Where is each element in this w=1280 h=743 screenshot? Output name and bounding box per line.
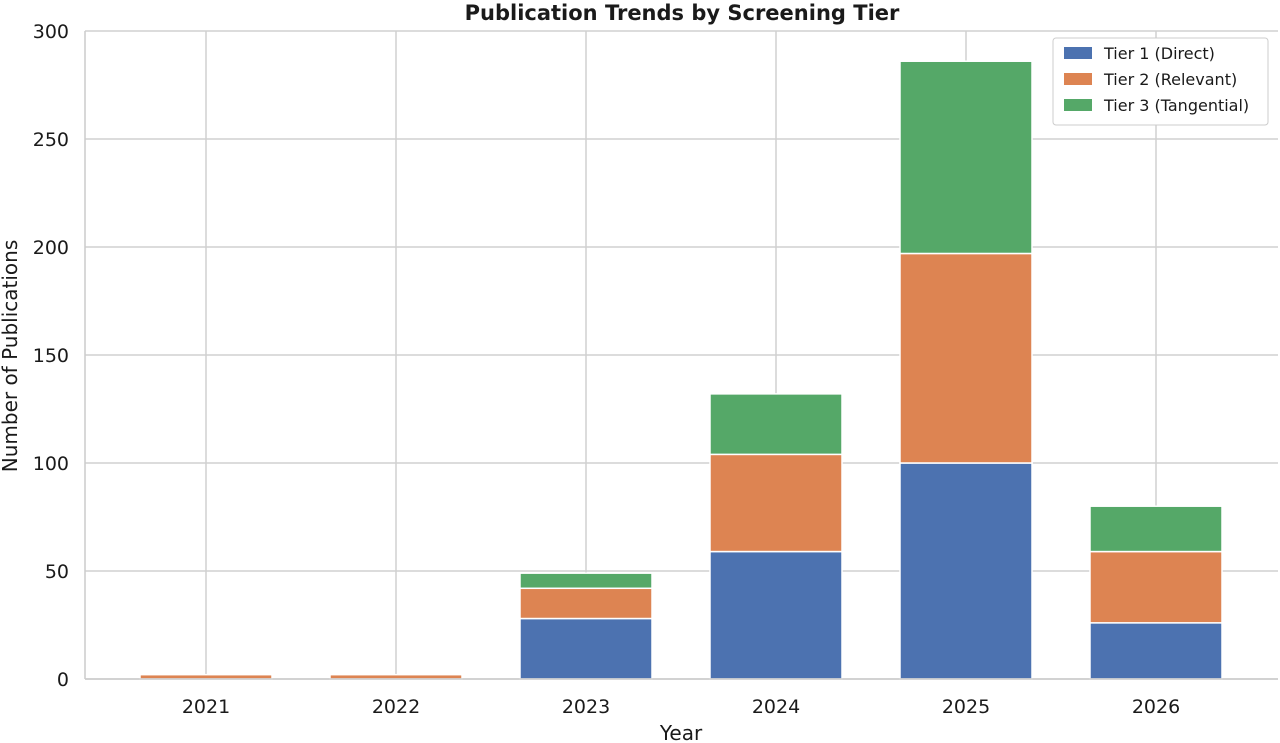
legend: Tier 1 (Direct) Tier 2 (Relevant) Tier 3 (… [1052,37,1269,126]
x-tick-label: 2021 [182,696,230,718]
x-tick-label: 2026 [1132,696,1180,718]
bar-2023-tier-1 [519,617,653,680]
bar-2024-tier-2 [709,453,843,553]
y-tick-label: 100 [33,453,69,475]
y-tick-label: 300 [33,21,69,43]
y-tick-label: 200 [33,237,69,259]
legend-swatch [1064,47,1092,59]
bar-2026-tier-2 [1089,550,1223,624]
bar-2025-tier-3 [899,60,1033,255]
bar-2025-tier-2 [899,252,1033,464]
x-axis-label: Year [659,721,703,743]
bar-2024-tier-1 [709,550,843,680]
x-tick-label: 2023 [562,696,610,718]
chart-title: Publication Trends by Screening Tier [465,1,900,25]
bar-2026-tier-1 [1089,622,1223,680]
bar-2024-tier-3 [709,393,843,456]
legend-label: Tier 3 (Tangential) [1103,96,1249,115]
x-tick-label: 2022 [372,696,420,718]
bar-2023-tier-3 [519,572,653,590]
y-tick-label: 0 [57,669,69,691]
legend-label: Tier 2 (Relevant) [1103,70,1237,89]
legend-swatch [1064,73,1092,85]
legend-label: Tier 1 (Direct) [1103,44,1215,63]
y-tick-label: 250 [33,129,69,151]
axes: 0 50 100 150 200 250 300 2021 2022 2023 2024 2025 20… [33,21,1278,718]
y-tick-label: 50 [45,561,69,583]
bar-2026-tier-3 [1089,505,1223,553]
y-axis-label: Number of Publications [0,240,22,473]
legend-swatch [1064,99,1092,111]
bar-2023-tier-2 [519,587,653,620]
bars [139,60,1223,680]
x-tick-label: 2025 [942,696,990,718]
legend-box [1052,37,1269,126]
y-tick-label: 150 [33,345,69,367]
bar-2025-tier-1 [899,462,1033,680]
x-tick-label: 2024 [752,696,800,718]
